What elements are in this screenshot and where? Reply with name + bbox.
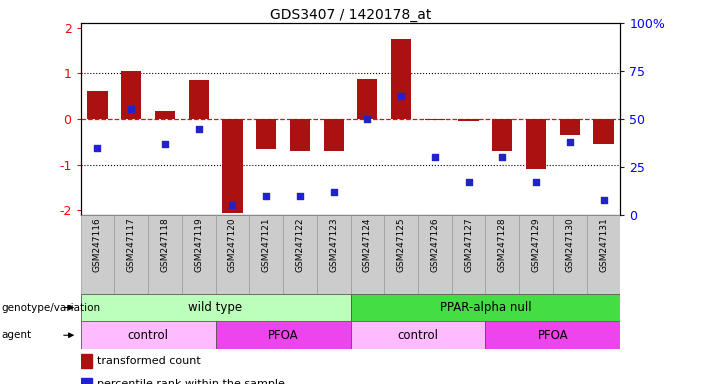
Bar (485, 215, 519, 294)
Point (395, 93, 407, 99)
Bar (290, 119, 310, 151)
Text: GSM247128: GSM247128 (498, 217, 507, 272)
Point (159, 141, 170, 147)
Bar (425, 119, 445, 120)
Bar (256, 119, 276, 149)
Text: GSM247131: GSM247131 (599, 217, 608, 272)
Point (598, 197, 609, 203)
Bar (81, 294, 350, 321)
Text: GSM247118: GSM247118 (161, 217, 170, 272)
Bar (350, 294, 620, 321)
Bar (358, 79, 378, 119)
Bar (492, 119, 512, 151)
Bar (283, 215, 317, 294)
Text: wild type: wild type (189, 301, 243, 314)
Text: GSM247119: GSM247119 (194, 217, 203, 272)
Point (531, 179, 542, 185)
Bar (418, 215, 451, 294)
Text: GSM247125: GSM247125 (397, 217, 406, 272)
Text: GSM247121: GSM247121 (261, 217, 271, 272)
Bar (81, 377, 93, 384)
Point (92, 145, 103, 151)
Bar (324, 119, 343, 151)
Bar (81, 215, 114, 294)
Bar (148, 215, 182, 294)
Title: GDS3407 / 1420178_at: GDS3407 / 1420178_at (270, 8, 431, 22)
Point (125, 106, 137, 113)
Bar (250, 215, 283, 294)
Text: PFOA: PFOA (268, 329, 299, 342)
Text: GSM247129: GSM247129 (531, 217, 540, 272)
Point (294, 193, 306, 199)
Point (362, 116, 373, 122)
Bar (485, 321, 620, 349)
Text: agent: agent (1, 330, 32, 340)
Bar (350, 215, 384, 294)
Bar (587, 215, 620, 294)
Text: GSM247117: GSM247117 (127, 217, 136, 272)
Point (328, 189, 339, 195)
Text: GSM247116: GSM247116 (93, 217, 102, 272)
Point (463, 179, 474, 185)
Text: GSM247123: GSM247123 (329, 217, 338, 272)
Bar (88, 91, 108, 119)
Bar (317, 215, 350, 294)
Bar (182, 215, 216, 294)
Point (564, 139, 576, 145)
Bar (391, 39, 411, 119)
Point (497, 154, 508, 161)
Text: control: control (128, 329, 168, 342)
Bar (593, 119, 613, 144)
Text: PPAR-alpha null: PPAR-alpha null (440, 301, 531, 314)
Text: control: control (397, 329, 438, 342)
Text: genotype/variation: genotype/variation (1, 303, 100, 313)
Bar (155, 111, 175, 119)
Bar (81, 354, 93, 368)
Bar (559, 119, 580, 135)
Bar (216, 321, 350, 349)
Text: PFOA: PFOA (538, 329, 569, 342)
Bar (350, 321, 485, 349)
Point (227, 202, 238, 209)
Bar (451, 215, 485, 294)
Bar (114, 215, 148, 294)
Bar (553, 215, 587, 294)
Text: GSM247120: GSM247120 (228, 217, 237, 272)
Bar (526, 119, 546, 169)
Text: transformed count: transformed count (97, 356, 200, 366)
Bar (458, 119, 479, 121)
Text: percentile rank within the sample: percentile rank within the sample (97, 379, 285, 384)
Bar (216, 215, 250, 294)
Text: GSM247124: GSM247124 (363, 217, 372, 272)
Text: GSM247126: GSM247126 (430, 217, 440, 272)
Bar (384, 215, 418, 294)
Text: GSM247122: GSM247122 (295, 217, 304, 272)
Point (261, 193, 272, 199)
Bar (121, 71, 142, 119)
Bar (189, 80, 209, 119)
Text: GSM247130: GSM247130 (565, 217, 574, 272)
Point (429, 154, 440, 161)
Bar (222, 119, 243, 213)
Bar (81, 321, 216, 349)
Bar (519, 215, 553, 294)
Text: GSM247127: GSM247127 (464, 217, 473, 272)
Point (193, 126, 204, 132)
